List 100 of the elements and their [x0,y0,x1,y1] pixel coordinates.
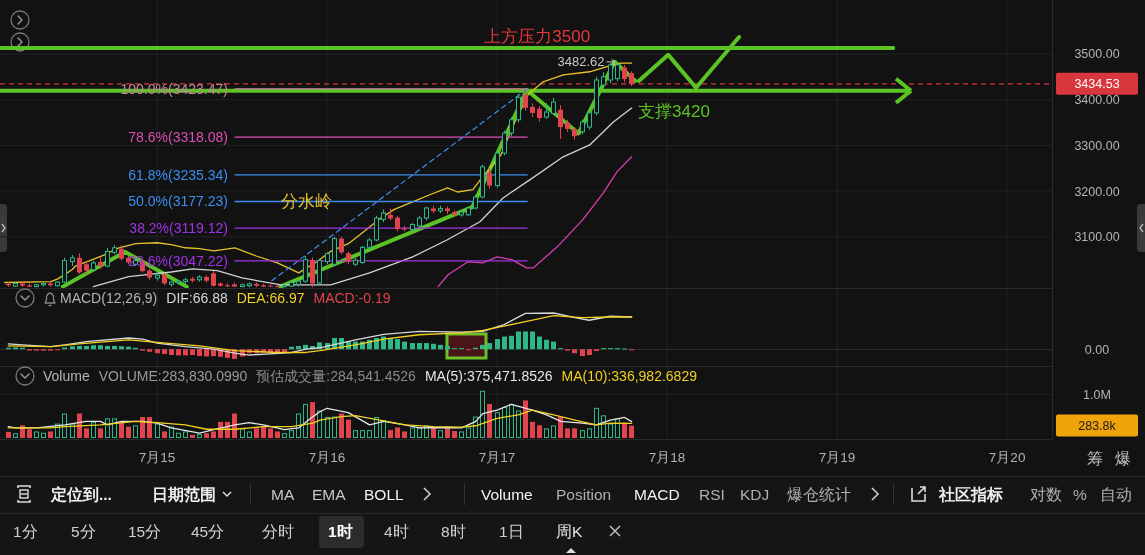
annotation: 预估成交量:284,541.4526 [256,368,417,384]
candlestick [317,258,322,287]
bar [183,349,188,356]
bar [516,410,521,438]
bar [459,431,464,438]
bar [332,416,337,438]
bar [381,420,386,438]
bar [410,343,415,350]
text: 定位到... [50,486,112,503]
ref-line-label: 3434.53 [1074,77,1120,92]
bar [211,431,216,438]
bar [147,417,152,438]
y-tick-label: 3100.00 [1074,230,1120,245]
x-tick-label: 7月16 [308,450,346,465]
bar [289,430,294,438]
bar [70,423,75,438]
bar [466,427,471,438]
candlestick [502,130,507,156]
bar [367,430,372,438]
bar [388,430,393,438]
bar [530,421,535,438]
candlestick [587,110,592,131]
bar [410,427,415,438]
bar [629,425,634,438]
bar [480,390,485,438]
bar [190,349,195,356]
bar [275,431,280,438]
text: 日期范围 [152,486,216,503]
text: MA(5):375,471.8526 [424,368,553,384]
bar [339,413,344,438]
bar [13,433,18,438]
bar [296,345,301,350]
text: Volume [481,486,533,503]
candlestick [62,257,67,284]
text: 0.00 [1084,342,1110,357]
annotation: 支撑3420 [638,101,710,121]
text: 1分 [13,523,38,540]
bar [98,428,103,438]
bar [580,349,585,357]
text: 社区指标 [938,486,1003,503]
x-tick-label: 7月19 [818,450,856,465]
text: % [1073,486,1087,503]
text: 1日 [499,523,524,540]
text: 周K [556,523,583,540]
text: MA [271,486,295,503]
bar [155,349,160,354]
annotation: 3482.62 [557,53,605,69]
text: 1时 [328,523,353,540]
bar [105,418,110,438]
bar [544,339,549,350]
text: EMA [312,486,347,503]
bar [551,341,556,350]
bar [395,427,400,438]
y-tick-label: 1.0M [1083,387,1111,402]
text: 4时 [384,523,409,540]
text: 分时 [262,523,294,540]
bar [509,335,514,350]
bar [346,419,351,438]
y-tick-label: 3400.00 [1074,93,1120,108]
bar [445,345,450,350]
text: MACD:-0.19 [313,290,391,306]
candlestick [77,252,82,275]
bar [551,425,556,438]
bar [176,349,181,356]
bar [615,418,620,438]
bar [282,349,287,353]
bar [502,406,507,438]
candlestick [303,255,308,284]
bar [537,425,542,438]
bar [240,428,245,438]
text: MA(10):336,982.6829 [561,368,698,384]
series-label: 38.2%(3119.12) [129,220,228,237]
y-tick-label: 283.8k [1078,419,1117,434]
y-tick-label: 3300.00 [1074,138,1120,153]
x-tick-label: 7月18 [648,450,686,465]
bar [431,343,436,350]
bar [112,418,117,438]
bar [445,427,450,438]
y-tick-label: 3500.00 [1074,47,1120,62]
bar [431,427,436,438]
bar [105,345,110,350]
chart-title: MACD(12,26,9) [60,290,158,306]
bar [197,434,202,438]
text: DEA:66.97 [236,290,305,306]
bar [162,431,167,438]
bar [98,345,103,350]
bar [516,331,521,350]
bar [268,428,273,438]
series-label: 50.0%(3177.23) [128,193,228,210]
text: RSI [699,486,725,503]
x-tick-label: 7月15 [138,450,176,465]
bar [565,428,570,438]
text: 爆仓统计 [787,486,851,503]
bar [509,403,514,438]
bar [495,412,500,438]
bar [204,433,209,438]
bar [402,341,407,350]
bar [183,431,188,438]
bar [438,344,443,350]
bar [594,407,599,438]
